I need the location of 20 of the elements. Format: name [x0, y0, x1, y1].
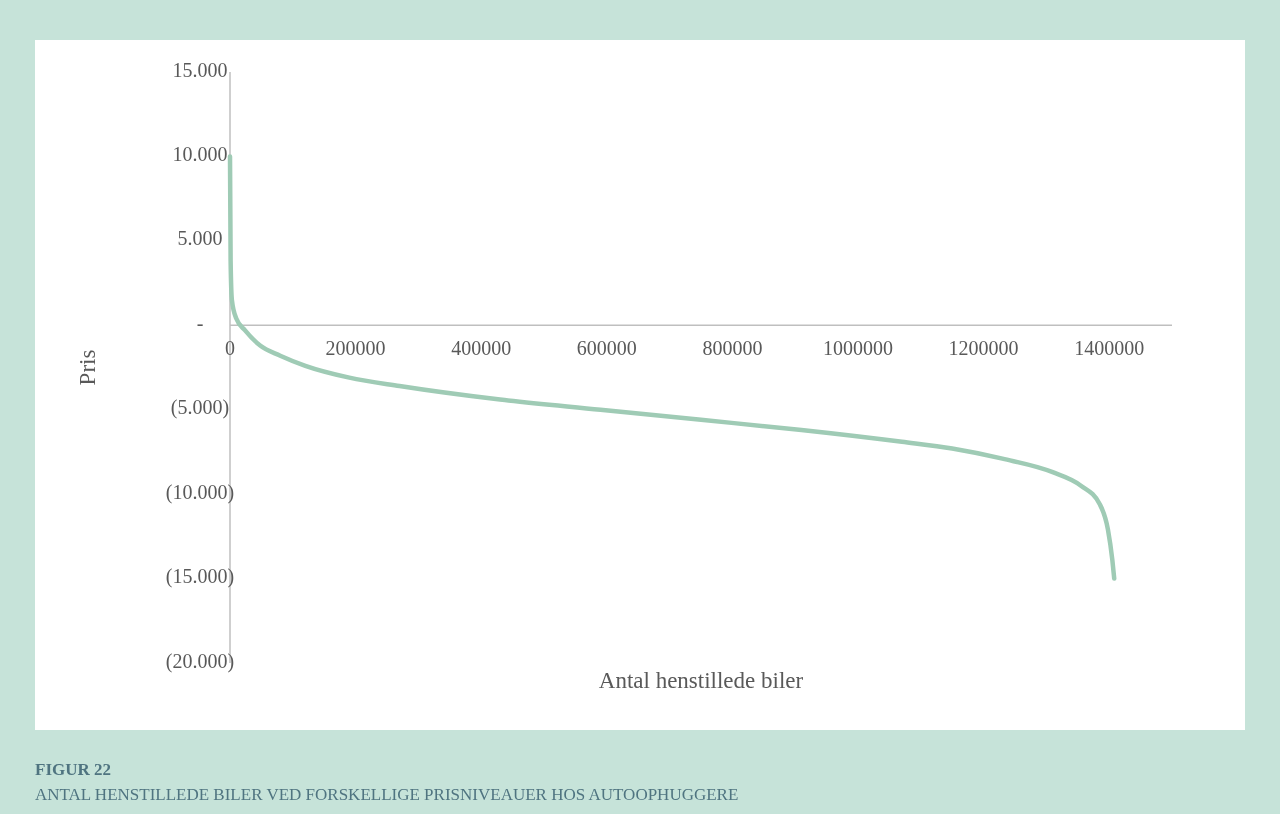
y-tick-label: (15.000)	[165, 565, 235, 589]
y-tick-label: (5.000)	[170, 396, 230, 420]
text: FIGUR 22	[35, 760, 112, 779]
y-axis-title: Pris	[75, 349, 100, 386]
x-axis-title: Antal henstillede biler	[598, 668, 804, 693]
x-tick-label: 0	[225, 337, 235, 360]
x-tick-label: 200000	[325, 337, 386, 360]
x-tick-label: 1200000	[948, 337, 1019, 360]
y-tick-label: 15.000	[172, 58, 228, 81]
x-tick-label: 800000	[702, 337, 763, 360]
x-tick-label: 600000	[576, 337, 637, 360]
x-tick-label: 400000	[451, 337, 512, 360]
x-tick-label: 1000000	[823, 337, 893, 360]
y-tick-label: 10.000	[172, 143, 228, 166]
y-tick-label: (20.000)	[165, 649, 235, 673]
x-tick-label: 1400000	[1074, 337, 1145, 360]
text: ANTAL HENSTILLEDE BILER VED FORSKELLIGE PRISNIVEAUER HOS AUTOOPHUGGERE	[35, 785, 739, 804]
y-tick-label: -	[196, 311, 204, 334]
y-tick-label: (10.000)	[165, 480, 235, 504]
y-tick-label: 5.000	[177, 227, 223, 250]
